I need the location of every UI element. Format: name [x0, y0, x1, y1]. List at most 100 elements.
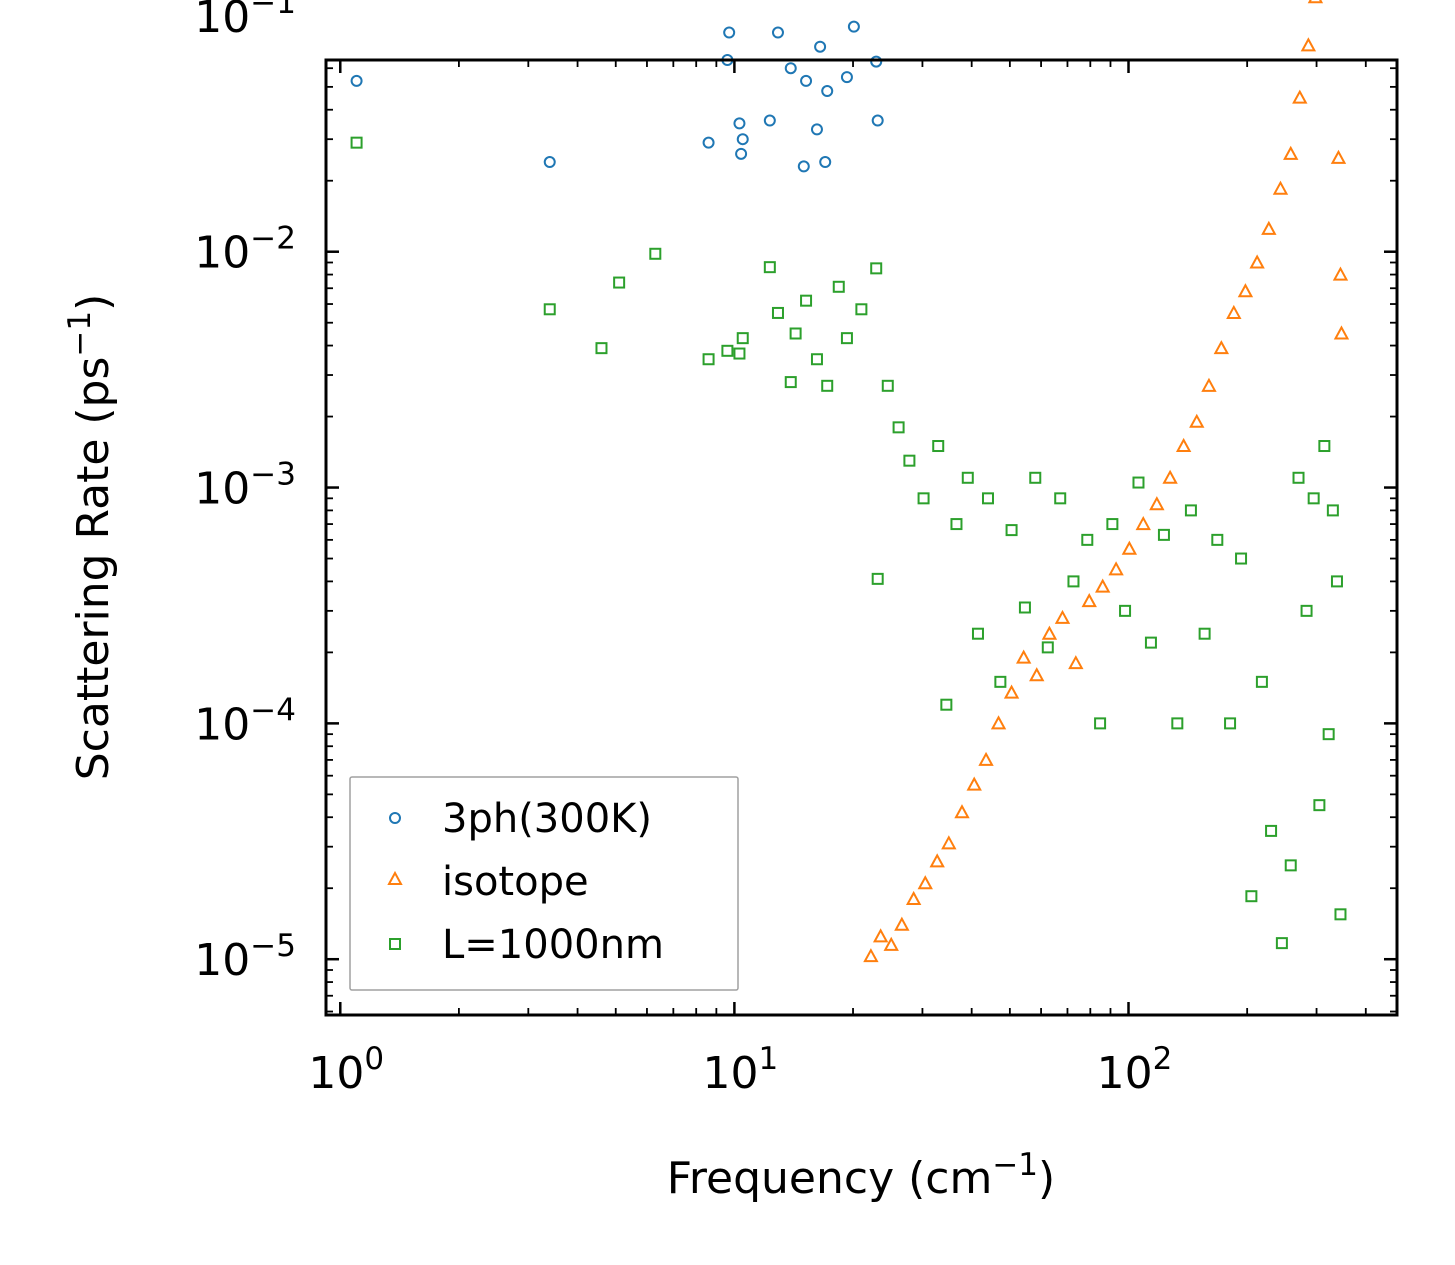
point-3ph — [810, 123, 823, 136]
point-boundary — [1318, 440, 1331, 453]
point-boundary — [1235, 552, 1248, 565]
y-tick-label: 10−3 — [194, 457, 296, 515]
point-isotope — [1332, 266, 1349, 281]
point-isotope — [1213, 340, 1230, 355]
point-boundary — [971, 627, 984, 640]
point-boundary — [870, 262, 883, 275]
point-boundary — [903, 454, 916, 467]
series-1 — [863, 0, 1350, 963]
point-3ph — [723, 26, 736, 39]
legend-square-marker — [389, 938, 401, 950]
point-3ph — [702, 136, 715, 149]
legend-circle-marker — [389, 812, 401, 824]
point-isotope — [1292, 89, 1308, 104]
point-isotope — [1162, 469, 1178, 484]
point-boundary — [855, 303, 868, 316]
point-isotope — [894, 916, 910, 931]
point-boundary — [1054, 492, 1067, 505]
point-3ph — [871, 114, 884, 127]
point-boundary — [821, 379, 834, 392]
point-boundary — [1067, 575, 1080, 588]
legend-box — [349, 776, 739, 991]
point-boundary — [940, 698, 953, 711]
x-axis-label: Frequency (cm−1) — [667, 1147, 1055, 1204]
point-boundary — [1157, 528, 1170, 541]
point-isotope — [1175, 437, 1192, 453]
point-boundary — [1171, 717, 1184, 730]
legend-entry-isotope: isotope — [387, 859, 589, 905]
point-isotope — [1201, 377, 1217, 392]
point-isotope — [978, 751, 994, 766]
point-3ph — [763, 114, 776, 127]
point-3ph — [784, 62, 797, 75]
point-isotope — [954, 804, 970, 819]
point-boundary — [1284, 859, 1297, 872]
y-tick-label: 10−4 — [194, 692, 296, 750]
point-isotope — [1283, 145, 1299, 160]
point-boundary — [1081, 533, 1094, 546]
point-boundary — [1005, 524, 1018, 537]
point-boundary — [1255, 675, 1268, 688]
point-boundary — [1245, 890, 1258, 903]
point-3ph — [736, 133, 749, 146]
point-boundary — [950, 518, 963, 531]
point-boundary — [1330, 575, 1343, 588]
point-boundary — [1334, 908, 1347, 921]
point-boundary — [1313, 799, 1326, 812]
legend: 3ph(300K) isotope L=1000nm — [349, 776, 739, 991]
point-boundary — [1094, 717, 1107, 730]
point-isotope — [863, 948, 879, 963]
point-boundary — [771, 306, 784, 319]
point-boundary — [981, 492, 994, 505]
point-3ph — [814, 40, 827, 53]
series-2 — [350, 136, 1347, 950]
point-boundary — [1029, 471, 1042, 484]
point-3ph — [819, 156, 832, 169]
point-isotope — [1226, 304, 1242, 319]
point-isotope — [1095, 578, 1111, 593]
point-boundary — [840, 332, 853, 345]
point-boundary — [1275, 937, 1288, 950]
point-isotope — [1272, 180, 1289, 195]
point-boundary — [763, 261, 776, 274]
point-isotope — [1003, 684, 1020, 699]
plot-points — [350, 0, 1350, 963]
point-boundary — [1119, 604, 1132, 617]
point-isotope — [1307, 0, 1324, 4]
point-isotope — [1149, 496, 1165, 511]
point-boundary — [917, 492, 930, 505]
point-boundary — [613, 276, 626, 289]
point-boundary — [994, 675, 1007, 688]
point-boundary — [810, 353, 823, 366]
point-boundary — [1211, 533, 1224, 546]
point-3ph — [821, 85, 834, 98]
point-boundary — [800, 294, 813, 307]
point-boundary — [1018, 601, 1031, 614]
point-isotope — [1121, 540, 1138, 555]
point-3ph — [800, 74, 813, 87]
x-tick-label: 101 — [703, 1041, 779, 1099]
point-isotope — [1189, 413, 1205, 428]
point-isotope — [1015, 649, 1032, 664]
y-axis-label: Scattering Rate (ps−1) — [62, 294, 119, 781]
point-boundary — [721, 344, 734, 357]
point-boundary — [1041, 641, 1054, 654]
point-boundary — [881, 379, 894, 392]
point-isotope — [966, 776, 982, 791]
point-boundary — [871, 572, 884, 585]
point-boundary — [543, 303, 556, 316]
point-isotope — [1029, 667, 1045, 682]
x-tick-label: 100 — [308, 1041, 384, 1099]
series-0 — [350, 20, 884, 173]
point-isotope — [1081, 593, 1097, 608]
point-isotope — [1333, 325, 1350, 340]
point-boundary — [892, 421, 905, 434]
point-boundary — [1198, 627, 1211, 640]
point-boundary — [736, 332, 749, 345]
point-3ph — [543, 156, 556, 169]
point-isotope — [1330, 149, 1347, 164]
legend-label-isotope: isotope — [442, 859, 589, 905]
point-isotope — [1108, 561, 1124, 576]
